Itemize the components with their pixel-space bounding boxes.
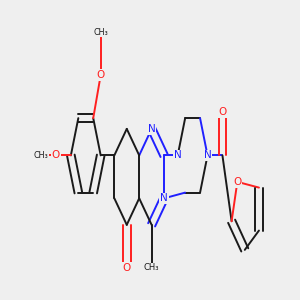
Text: CH₃: CH₃: [144, 263, 159, 272]
Text: O: O: [123, 263, 131, 273]
Text: N: N: [204, 150, 212, 161]
Text: CH₃: CH₃: [34, 151, 48, 160]
Text: O: O: [97, 70, 105, 80]
Text: O: O: [233, 177, 242, 187]
Text: N: N: [160, 193, 168, 203]
Text: N: N: [174, 150, 182, 161]
Text: N: N: [148, 124, 155, 134]
Text: O: O: [52, 150, 60, 161]
Text: O: O: [218, 107, 226, 117]
Text: CH₃: CH₃: [93, 28, 108, 37]
